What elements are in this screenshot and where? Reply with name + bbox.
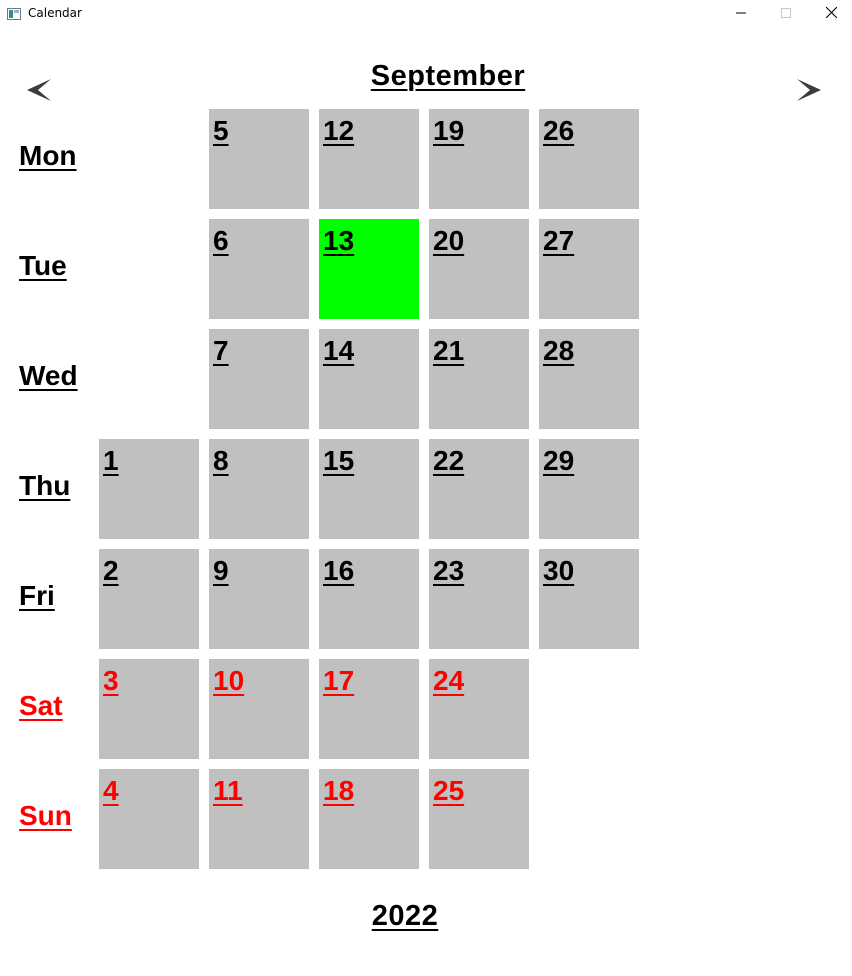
maximize-button[interactable] xyxy=(763,0,809,28)
close-icon xyxy=(825,5,837,23)
day-cell[interactable]: 25 xyxy=(429,769,529,869)
day-number: 7 xyxy=(213,335,229,366)
day-cell-today[interactable]: 13 xyxy=(319,219,419,319)
day-cell[interactable]: 30 xyxy=(539,549,639,649)
close-button[interactable] xyxy=(808,0,852,28)
day-cell[interactable]: 22 xyxy=(429,439,529,539)
day-number: 19 xyxy=(433,115,465,146)
day-cell[interactable]: 2 xyxy=(99,549,199,649)
day-number: 13 xyxy=(323,225,355,256)
day-cell[interactable]: 15 xyxy=(319,439,419,539)
weekday-label-wed: Wed xyxy=(19,360,78,391)
weekday-label-tue: Tue xyxy=(19,250,67,281)
day-number: 2 xyxy=(103,555,119,586)
day-cell[interactable]: 28 xyxy=(539,329,639,429)
month-title: September xyxy=(370,60,526,92)
day-number: 10 xyxy=(213,665,245,696)
day-cell[interactable]: 6 xyxy=(209,219,309,319)
day-number: 17 xyxy=(323,665,355,696)
day-cell[interactable]: 14 xyxy=(319,329,419,429)
day-cell[interactable]: 11 xyxy=(209,769,309,869)
day-cell[interactable]: 21 xyxy=(429,329,529,429)
day-number: 25 xyxy=(433,775,465,806)
day-cell[interactable]: 3 xyxy=(99,659,199,759)
day-cell[interactable]: 18 xyxy=(319,769,419,869)
year-label: 2022 xyxy=(371,900,439,932)
minimize-icon xyxy=(736,5,746,23)
window-title: Calendar xyxy=(28,6,82,20)
day-number: 6 xyxy=(213,225,229,256)
day-number: 4 xyxy=(103,775,119,806)
day-number: 5 xyxy=(213,115,229,146)
day-number: 20 xyxy=(433,225,465,256)
maximize-icon xyxy=(781,5,791,23)
next-month-button[interactable] xyxy=(795,76,823,104)
day-number: 9 xyxy=(213,555,229,586)
day-cell[interactable]: 9 xyxy=(209,549,309,649)
weekday-label-thu: Thu xyxy=(19,470,71,501)
day-number: 15 xyxy=(323,445,355,476)
day-number: 1 xyxy=(103,445,119,476)
day-cell[interactable]: 24 xyxy=(429,659,529,759)
day-number: 27 xyxy=(543,225,575,256)
day-number: 24 xyxy=(433,665,465,696)
minimize-button[interactable] xyxy=(718,0,764,28)
day-number: 14 xyxy=(323,335,355,366)
chevron-left-icon xyxy=(25,79,53,108)
day-cell[interactable]: 1 xyxy=(99,439,199,539)
day-cell[interactable]: 5 xyxy=(209,109,309,209)
day-cell[interactable]: 8 xyxy=(209,439,309,539)
day-number: 18 xyxy=(323,775,355,806)
day-number: 22 xyxy=(433,445,465,476)
weekday-label-sun: Sun xyxy=(19,800,72,831)
day-cell[interactable]: 17 xyxy=(319,659,419,759)
day-number: 29 xyxy=(543,445,575,476)
day-number: 8 xyxy=(213,445,229,476)
weekday-label-mon: Mon xyxy=(19,140,77,171)
day-number: 21 xyxy=(433,335,465,366)
weekday-label-fri: Fri xyxy=(19,580,55,611)
day-number: 30 xyxy=(543,555,575,586)
day-number: 28 xyxy=(543,335,575,366)
day-number: 26 xyxy=(543,115,575,146)
day-cell[interactable]: 27 xyxy=(539,219,639,319)
prev-month-button[interactable] xyxy=(25,76,53,104)
day-number: 23 xyxy=(433,555,465,586)
calendar-app-icon xyxy=(7,7,21,20)
day-cell[interactable]: 23 xyxy=(429,549,529,649)
day-number: 3 xyxy=(103,665,119,696)
day-cell[interactable]: 4 xyxy=(99,769,199,869)
weekday-label-sat: Sat xyxy=(19,690,63,721)
day-cell[interactable]: 7 xyxy=(209,329,309,429)
day-cell[interactable]: 10 xyxy=(209,659,309,759)
title-bar: Calendar xyxy=(0,0,852,28)
day-number: 12 xyxy=(323,115,355,146)
day-cell[interactable]: 20 xyxy=(429,219,529,319)
day-cell[interactable]: 19 xyxy=(429,109,529,209)
day-cell[interactable]: 29 xyxy=(539,439,639,539)
chevron-right-icon xyxy=(795,79,823,108)
day-number: 16 xyxy=(323,555,355,586)
day-number: 11 xyxy=(213,775,243,806)
day-cell[interactable]: 12 xyxy=(319,109,419,209)
day-cell[interactable]: 16 xyxy=(319,549,419,649)
day-cell[interactable]: 26 xyxy=(539,109,639,209)
